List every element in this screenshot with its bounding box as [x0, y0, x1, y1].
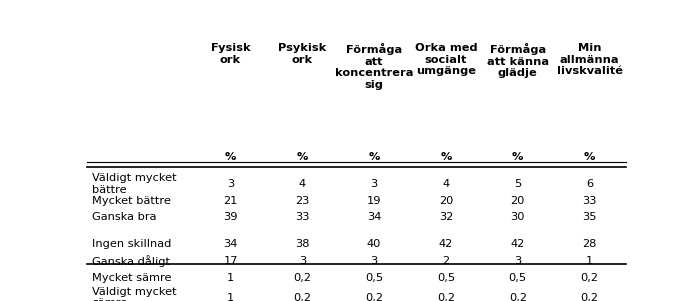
Text: 42: 42 [511, 240, 525, 250]
Text: %: % [368, 152, 380, 162]
Text: 1: 1 [227, 273, 234, 283]
Text: 3: 3 [227, 179, 234, 189]
Text: 32: 32 [439, 213, 453, 222]
Text: %: % [512, 152, 523, 162]
Text: Förmåga
att känna
glädje: Förmåga att känna glädje [486, 43, 549, 78]
Text: 19: 19 [367, 196, 382, 206]
Text: 33: 33 [295, 213, 309, 222]
Text: Mycket bättre: Mycket bättre [92, 196, 171, 206]
Text: Psykisk
ork: Psykisk ork [278, 43, 327, 65]
Text: 20: 20 [511, 196, 525, 206]
Text: 3: 3 [299, 256, 306, 266]
Text: 30: 30 [511, 213, 525, 222]
Text: 28: 28 [582, 240, 597, 250]
Text: 34: 34 [367, 213, 382, 222]
Text: 23: 23 [295, 196, 309, 206]
Text: Mycket sämre: Mycket sämre [92, 273, 172, 283]
Text: 4: 4 [443, 179, 450, 189]
Text: 0,2: 0,2 [437, 293, 455, 301]
Text: 0,2: 0,2 [293, 273, 311, 283]
Text: 1: 1 [227, 293, 234, 301]
Text: Ingen skillnad: Ingen skillnad [92, 240, 172, 250]
Text: %: % [584, 152, 596, 162]
Text: 0,5: 0,5 [437, 273, 455, 283]
Text: Väldigt mycket
sämre: Väldigt mycket sämre [92, 287, 177, 301]
Text: 34: 34 [223, 240, 238, 250]
Text: 38: 38 [295, 240, 309, 250]
Text: 6: 6 [586, 179, 593, 189]
Text: 3: 3 [370, 179, 378, 189]
Text: 21: 21 [223, 196, 238, 206]
Text: Orka med
socialt
umgänge: Orka med socialt umgänge [415, 43, 477, 76]
Text: 39: 39 [223, 213, 238, 222]
Text: 42: 42 [439, 240, 453, 250]
Text: Väldigt mycket
bättre: Väldigt mycket bättre [92, 173, 177, 195]
Text: 35: 35 [582, 213, 597, 222]
Text: 0,2: 0,2 [365, 293, 383, 301]
Text: 17: 17 [223, 256, 238, 266]
Text: %: % [224, 152, 236, 162]
Text: 3: 3 [514, 256, 521, 266]
Text: 0,2: 0,2 [580, 293, 598, 301]
Text: 40: 40 [367, 240, 382, 250]
Text: 0,5: 0,5 [365, 273, 383, 283]
Text: 0,5: 0,5 [509, 273, 527, 283]
Text: 0,2: 0,2 [509, 293, 527, 301]
Text: 3: 3 [370, 256, 378, 266]
Text: %: % [297, 152, 308, 162]
Text: 5: 5 [514, 179, 521, 189]
Text: 1: 1 [586, 256, 594, 266]
Text: 4: 4 [299, 179, 306, 189]
Text: 2: 2 [443, 256, 450, 266]
Text: 20: 20 [439, 196, 453, 206]
Text: 0,2: 0,2 [293, 293, 311, 301]
Text: Ganska bra: Ganska bra [92, 213, 157, 222]
Text: Förmåga
att
koncentrera
sig: Förmåga att koncentrera sig [335, 43, 414, 90]
Text: %: % [440, 152, 452, 162]
Text: Min
allmänna
livskvalité: Min allmänna livskvalité [557, 43, 623, 76]
Text: 33: 33 [582, 196, 597, 206]
Text: Ganska dåligt: Ganska dåligt [92, 255, 170, 267]
Text: Fysisk
ork: Fysisk ork [211, 43, 250, 65]
Text: 0,2: 0,2 [580, 273, 598, 283]
